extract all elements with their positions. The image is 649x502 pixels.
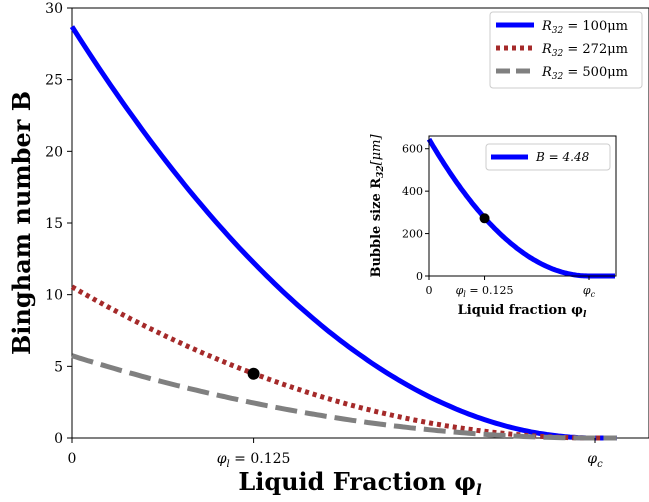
inset-x-axis-label-sub: l (583, 310, 587, 320)
inset-x-ticks: 0 φl = 0.125 φc (426, 276, 596, 299)
main-y-ticks: 0 5 10 15 20 25 30 (45, 1, 72, 447)
inset-y-axis-label-sub: 32 (376, 165, 386, 178)
main-y-axis-label-text: Bingham number B (7, 91, 36, 355)
inset-y-tick-label: 0 (416, 270, 423, 283)
legend-label-value: = 272μm (563, 42, 628, 57)
legend-label-272: R32 = 272μm (541, 42, 628, 59)
inset-x-tick-label: φc (583, 284, 596, 299)
y-tick-label: 0 (54, 431, 63, 447)
legend-label-symbol: R (541, 19, 552, 34)
inset-y-axis-label: Bubble size R32[μm] (369, 134, 386, 278)
inset-y-axis-label-unit: [μm] (369, 134, 384, 166)
legend-label-value: = 500μm (563, 65, 628, 80)
inset-y-tick-label: 400 (402, 185, 423, 198)
inset-y-axis-label-text: Bubble size R (369, 178, 384, 278)
legend-label-sub: 32 (552, 26, 564, 36)
y-tick-label: 15 (45, 216, 63, 232)
inset-x-tick-label: 0 (426, 284, 433, 297)
main-x-axis-label-sub: l (476, 481, 482, 499)
inset-x-axis-label-text: Liquid fraction φ (458, 303, 584, 318)
y-tick-label: 10 (45, 288, 63, 304)
inset-legend-box (485, 143, 611, 171)
main-y-axis-label: Bingham number B (7, 91, 36, 355)
inset-y-tick-label: 200 (402, 228, 423, 241)
inset-plot-frame (428, 135, 617, 277)
series-line-0 (69, 25, 617, 441)
legend-label-value: = 100μm (563, 19, 628, 34)
main-series-group (69, 25, 617, 441)
x-tick-label: 0 (68, 451, 77, 467)
inset-legend-label: B = 4.48 (535, 150, 590, 164)
main-x-ticks: 0 φl = 0.125 φc (68, 438, 603, 470)
main-x-axis-label-text: Liquid Fraction φ (238, 467, 476, 496)
inset-x-axis-label: Liquid fraction φl (458, 303, 587, 320)
main-x-axis-label: Liquid Fraction φl (238, 467, 482, 499)
inset-plot: 0 200 400 600 0 φl = 0.125 φc Bubble size R32… (369, 134, 617, 320)
x-tick-label: φl = 0.125 (217, 451, 291, 470)
marker-point (247, 367, 260, 380)
main-legend: R32 = 100μm R32 = 272μm R32 = 500μm (489, 11, 643, 89)
inset-y-ticks: 0 200 400 600 (402, 143, 429, 283)
main-plot: 0 5 10 15 20 25 30 0 φl = 0.125 φc Bingham numbe… (7, 1, 649, 499)
legend-label-sub: 32 (552, 49, 564, 59)
legend-label-symbol: R (541, 65, 552, 80)
legend-label-sub: 32 (552, 72, 564, 82)
inset-x-tick-label: φl = 0.125 (456, 284, 514, 299)
y-tick-label: 30 (45, 1, 63, 17)
x-tick-label: φc (587, 451, 603, 470)
legend-label-500: R32 = 500μm (541, 65, 628, 82)
series-line-2 (71, 353, 617, 441)
y-tick-label: 5 (54, 359, 63, 375)
inset-legend: B = 4.48 (485, 143, 611, 171)
inset-marker-point (479, 213, 490, 224)
y-tick-label: 25 (45, 73, 63, 89)
y-tick-label: 20 (45, 144, 63, 160)
inset-y-tick-label: 600 (402, 143, 423, 156)
legend-label-symbol: R (541, 42, 552, 57)
legend-label-100: R32 = 100μm (541, 19, 628, 36)
